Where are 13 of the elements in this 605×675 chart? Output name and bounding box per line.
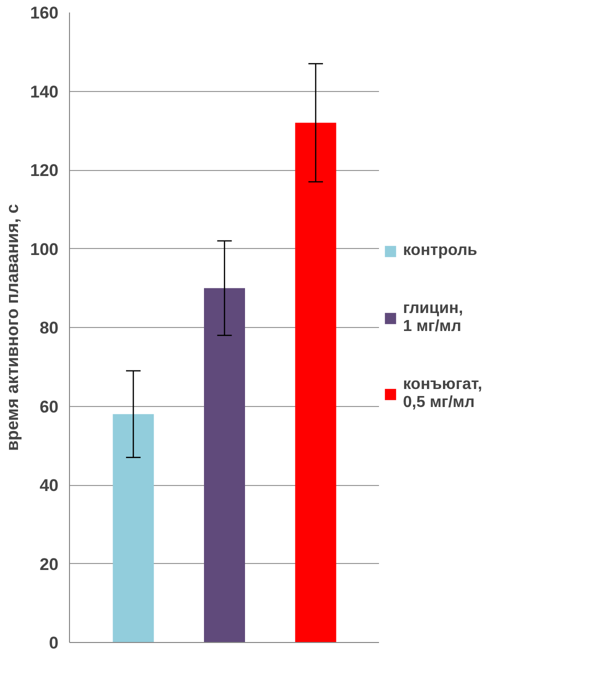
y-tick-label: 120 — [30, 161, 59, 180]
y-tick-label: 40 — [40, 476, 59, 495]
y-tick-label: 80 — [40, 318, 59, 338]
y-tick-label: 100 — [30, 240, 59, 259]
y-axis-title: время активного плавания, с — [3, 204, 22, 451]
y-tick-label: 0 — [49, 634, 59, 652]
legend-label: конъюгат, 0,5 мг/мл — [403, 376, 482, 412]
legend-label: контроль — [403, 242, 478, 260]
y-tick-label: 160 — [30, 4, 59, 22]
y-tick-label: 140 — [30, 82, 59, 102]
y-tick-label: 60 — [40, 397, 59, 416]
legend-label: глицин, 1 мг/мл — [403, 300, 464, 336]
y-tick-label: 20 — [40, 554, 59, 574]
